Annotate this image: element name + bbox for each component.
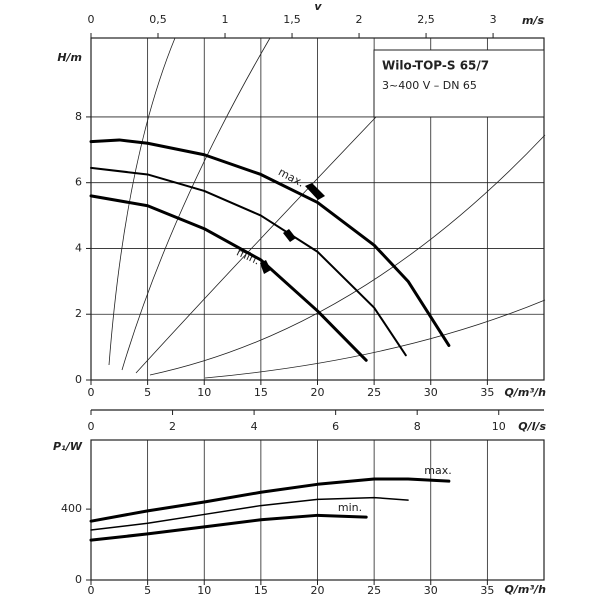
x-tick-label: 10 [197, 386, 211, 399]
x2-tick-label: 2 [356, 13, 363, 26]
system-curve [121, 37, 271, 371]
y-tick-label: 0 [75, 573, 82, 586]
model-spec: 3~400 V – DN 65 [382, 79, 477, 92]
x2-tick-label: 8 [414, 420, 421, 433]
annotation: max. [276, 165, 306, 189]
x2-tick-label: 1 [222, 13, 229, 26]
x2-axis-label: m/s [522, 14, 544, 27]
x2-axis-label: Q/l/s [518, 420, 546, 433]
y-tick-label: 6 [75, 176, 82, 189]
x2-tick-label: 6 [332, 420, 339, 433]
x-tick-label: 25 [367, 386, 381, 399]
y-axis-label: H/m [57, 51, 82, 64]
x-tick-label: 5 [144, 386, 151, 399]
x2-tick-label: 2,5 [417, 13, 435, 26]
annotation: min. [338, 501, 362, 514]
model-title: Wilo-TOP-S 65/7 [382, 59, 489, 73]
system-curve [204, 299, 546, 379]
x2-tick-label: 3 [490, 13, 497, 26]
line [89, 477, 451, 523]
x2-tick-label: 0 [88, 13, 95, 26]
x-tick-label: 20 [311, 584, 325, 597]
x-tick-label: 30 [424, 584, 438, 597]
x-tick-label: 35 [480, 584, 494, 597]
system-curve [108, 37, 176, 366]
y-tick-label: 4 [75, 241, 82, 254]
x-tick-label: 5 [144, 584, 151, 597]
y-axis-label: P₁/W [53, 440, 83, 453]
x-axis-label: Q/m³/h [505, 583, 547, 596]
annotation: max. [424, 464, 451, 477]
x2-tick-label: 0 [88, 420, 95, 433]
x-axis-label: Q/m³/h [505, 386, 547, 399]
x-tick-label: 15 [254, 584, 268, 597]
line [89, 194, 368, 362]
y-tick-label: 400 [61, 502, 82, 515]
line [89, 138, 451, 347]
system-curve [149, 134, 546, 376]
y-tick-label: 0 [75, 373, 82, 386]
x-tick-label: 30 [424, 386, 438, 399]
line [90, 496, 409, 531]
line [89, 513, 368, 542]
x-tick-label: 15 [254, 386, 268, 399]
marker [305, 183, 325, 200]
x-tick-label: 10 [197, 584, 211, 597]
system-curve [135, 116, 377, 374]
model-box [373, 49, 545, 118]
x2-tick-label: 1,5 [283, 13, 301, 26]
x-tick-label: 0 [88, 584, 95, 597]
system-curves [108, 37, 546, 379]
x-tick-label: 0 [88, 386, 95, 399]
y-tick-label: 8 [75, 110, 82, 123]
x-tick-label: 20 [311, 386, 325, 399]
x2-tick-label: 2 [169, 420, 176, 433]
x-tick-label: 25 [367, 584, 381, 597]
x-tick-label: 35 [480, 386, 494, 399]
x2-tick-label: 4 [251, 420, 258, 433]
x2-tick-label: 0,5 [149, 13, 167, 26]
line [90, 166, 407, 357]
x2-tick-label: 10 [492, 420, 506, 433]
x2-symbol: v [314, 0, 322, 13]
y-tick-label: 2 [75, 307, 82, 320]
